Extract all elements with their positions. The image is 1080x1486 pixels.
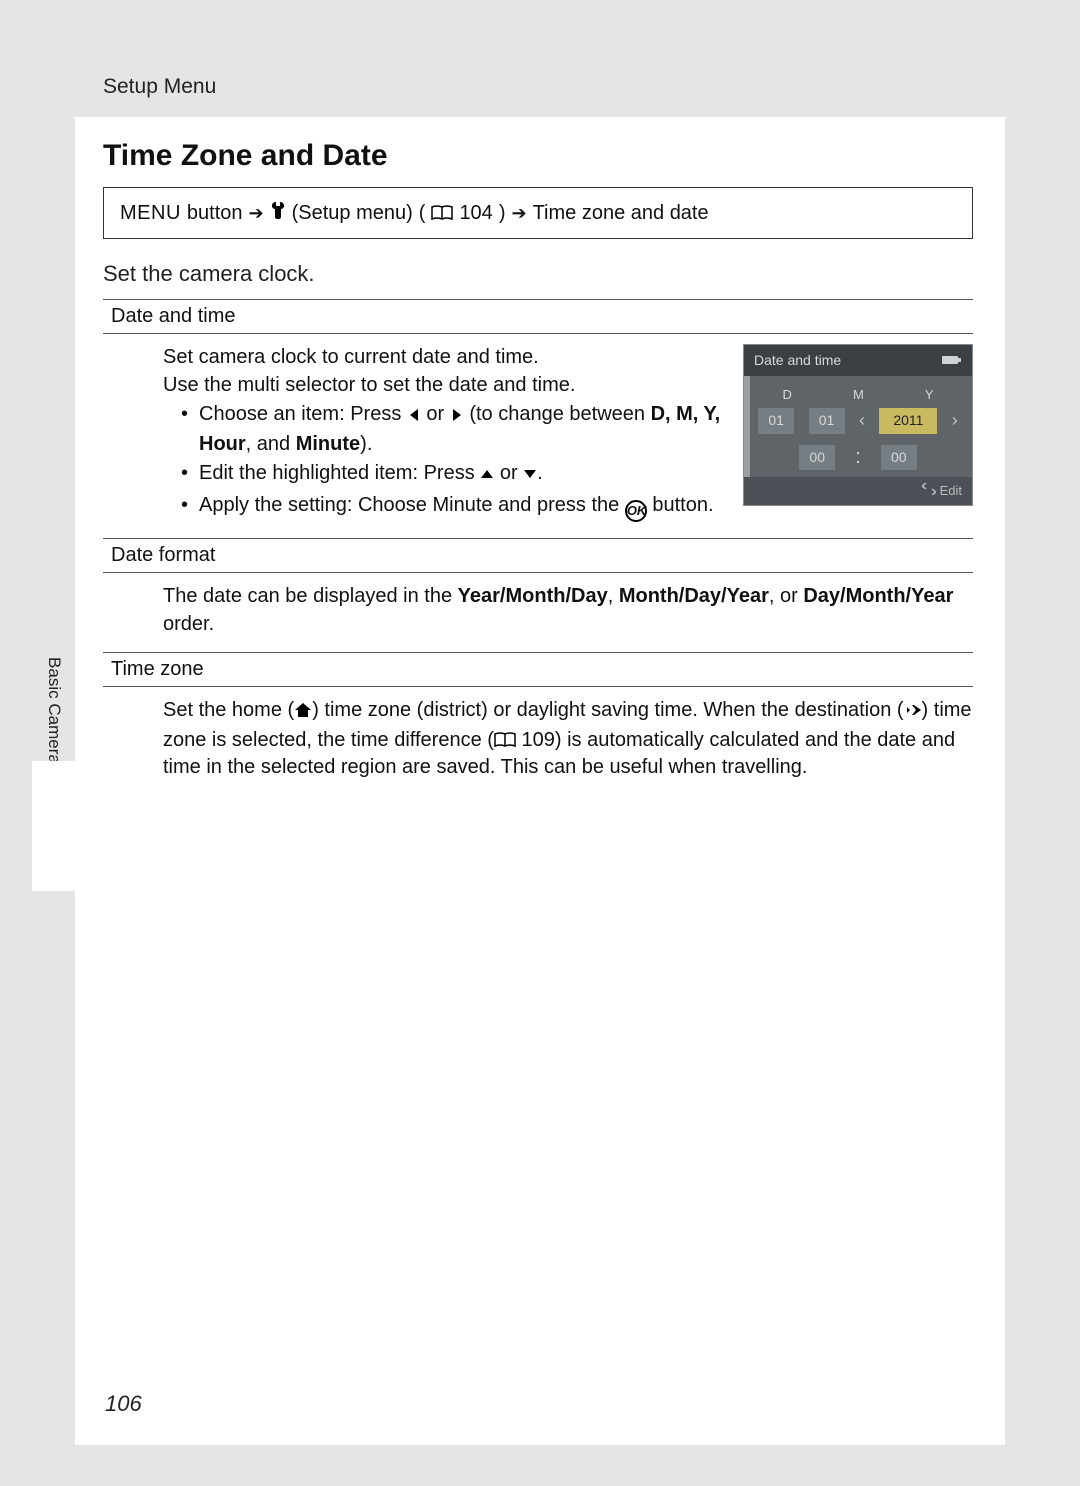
t: , [608, 585, 619, 607]
t: The date can be displayed in the [163, 585, 458, 607]
battery-icon [942, 351, 962, 370]
open-paren: ( [419, 202, 426, 225]
t: , or [769, 585, 803, 607]
airplane-icon [904, 699, 922, 727]
triangle-left-icon [407, 403, 421, 431]
lcd-scrollbar [744, 376, 750, 477]
lbl-y: Y [925, 386, 934, 404]
page-number: 106 [105, 1391, 142, 1417]
lcd-labels: D M Y [752, 386, 964, 404]
edit-arrows-icon [922, 483, 936, 498]
page-ref-109: 109 [521, 729, 554, 751]
date-time-body: Set camera clock to current date and tim… [103, 342, 973, 532]
subheading-date-time: Date and time [103, 299, 973, 334]
subheading-time-zone: Time zone [103, 652, 973, 687]
triangle-right-icon [450, 403, 464, 431]
t: order. [163, 613, 214, 635]
p1: Set camera clock to current date and tim… [163, 344, 725, 372]
left-arrow-icon: ‹ [859, 408, 865, 433]
time-zone-body: Set the home ( ) time zone (district) or … [103, 695, 973, 790]
lcd-title: Date and time [754, 351, 841, 370]
val-y: 2011 [879, 408, 937, 433]
p2: Use the multi selector to set the date a… [163, 372, 725, 400]
t: Edit the highlighted item: Press [199, 462, 480, 484]
t: or [421, 403, 450, 425]
content-area: Time Zone and Date MENU button ➔ (Setup … [75, 117, 1005, 790]
t: button. [647, 494, 714, 516]
section-title: Time Zone and Date [103, 139, 973, 173]
val-d: 01 [758, 408, 794, 433]
t: (to change between [464, 403, 651, 425]
arrow-right-icon: ➔ [511, 203, 526, 224]
t: Choose an item: Press [199, 403, 407, 425]
lbl-d: D [783, 386, 792, 404]
subheading-date-format: Date format [103, 538, 973, 573]
t: ) time zone (district) or daylight savin… [312, 699, 903, 721]
date-time-text: Set camera clock to current date and tim… [163, 344, 725, 524]
lcd-time-values: 00 : 00 [752, 444, 964, 472]
colon: : [855, 444, 861, 472]
arrow-right-icon: ➔ [249, 203, 264, 224]
navigation-path-box: MENU button ➔ (Setup menu) ( 104 ) ➔ Tim… [103, 187, 973, 239]
nav-trail: Time zone and date [533, 202, 709, 225]
val-h: 00 [799, 445, 835, 470]
lcd-edit-label: Edit [940, 483, 962, 498]
camera-lcd-preview: Date and time D M Y 01 01 ‹ 2011 [743, 344, 973, 506]
lcd-title-bar: Date and time [744, 345, 972, 376]
t: . [537, 462, 543, 484]
page-ref-104: 104 [459, 202, 492, 225]
t: Minute [296, 433, 360, 455]
setup-menu-paren: (Setup menu) [292, 202, 413, 225]
val-m: 01 [809, 408, 845, 433]
side-tab-white [32, 761, 75, 891]
t: Apply the setting: Choose Minute and pre… [199, 494, 625, 516]
book-icon [494, 729, 516, 751]
menu-button-label: MENU [120, 202, 181, 225]
intro-text: Set the camera clock. [103, 261, 973, 287]
t: Month/Day/Year [619, 585, 769, 607]
t: Year/Month/Day [458, 585, 608, 607]
bullet-apply: Apply the setting: Choose Minute and pre… [181, 492, 725, 522]
right-arrow-icon: › [952, 408, 958, 433]
t: ). [360, 433, 372, 455]
t: Day/Month/Year [803, 585, 953, 607]
lcd-footer: Edit [744, 477, 972, 505]
bullet-list: Choose an item: Press or (to change betw… [163, 401, 725, 522]
wrench-icon [270, 200, 286, 226]
home-icon [294, 699, 312, 727]
bullet-edit-item: Edit the highlighted item: Press or . [181, 460, 725, 490]
setup-menu-label: Setup Menu [103, 75, 216, 98]
ok-button-icon: OK [625, 500, 647, 522]
button-word: button [187, 202, 243, 225]
triangle-down-icon [523, 462, 537, 490]
page-header: Setup Menu [0, 45, 1080, 117]
manual-page: Setup Menu Time Zone and Date MENU butto… [75, 45, 1005, 1445]
val-min: 00 [881, 445, 917, 470]
lcd-body: D M Y 01 01 ‹ 2011 › 00 : 00 [744, 376, 972, 477]
t: Set the home ( [163, 699, 294, 721]
book-icon [431, 202, 453, 225]
lcd-date-values: 01 01 ‹ 2011 › [752, 408, 964, 433]
bullet-choose-item: Choose an item: Press or (to change betw… [181, 401, 725, 458]
lbl-m: M [853, 386, 864, 404]
date-format-body: The date can be displayed in the Year/Mo… [103, 581, 973, 646]
t: or [494, 462, 523, 484]
t: , and [246, 433, 296, 455]
close-paren: ) [499, 202, 506, 225]
triangle-up-icon [480, 462, 494, 490]
